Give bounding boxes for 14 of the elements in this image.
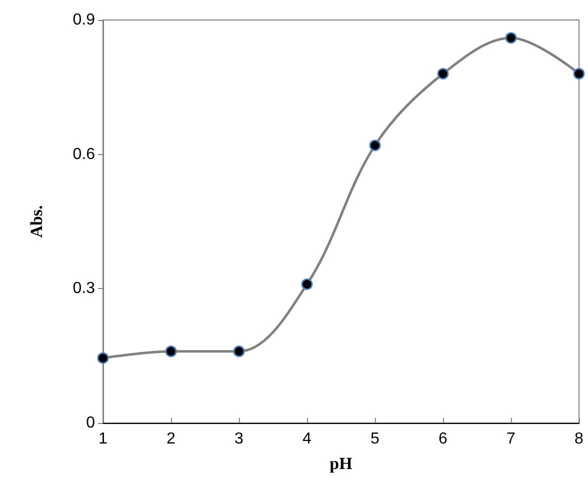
y-tick-label: 0 bbox=[86, 414, 96, 432]
y-tick-label: 0.3 bbox=[72, 280, 96, 298]
x-tick-label: 8 bbox=[574, 430, 584, 448]
x-tick-label: 6 bbox=[438, 430, 448, 448]
x-tick-label: 2 bbox=[166, 430, 176, 448]
y-tick-label: 0.9 bbox=[72, 12, 96, 28]
x-tick-label: 5 bbox=[370, 430, 380, 448]
y-axis-title: Abs. bbox=[27, 205, 46, 238]
x-tick-label: 4 bbox=[302, 430, 312, 448]
x-tick-label: 1 bbox=[98, 430, 108, 448]
y-tick-label: 0.6 bbox=[72, 146, 96, 163]
x-tick-label: 7 bbox=[506, 430, 516, 448]
x-axis-title: pH bbox=[330, 454, 352, 473]
x-tick-label: 3 bbox=[234, 430, 244, 448]
